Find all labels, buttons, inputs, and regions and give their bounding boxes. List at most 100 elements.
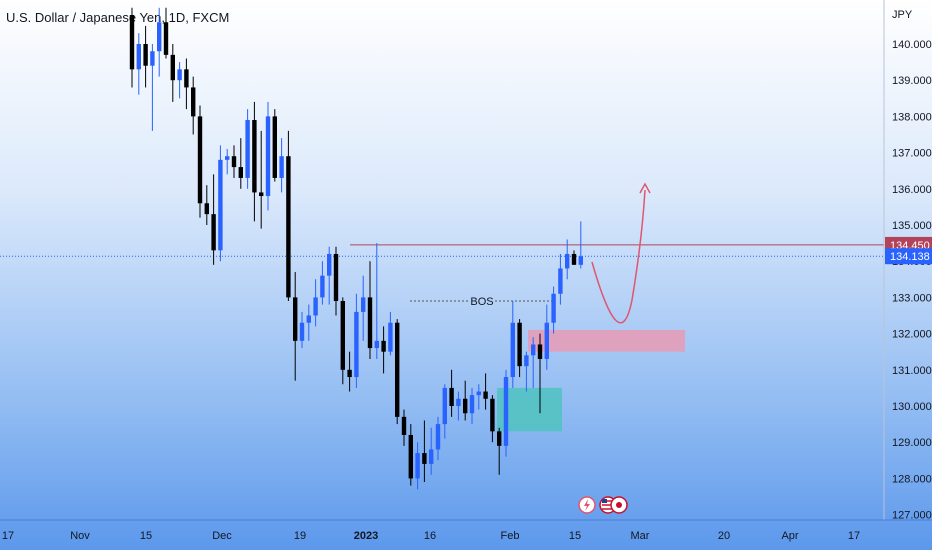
interval[interactable]: 1D xyxy=(168,10,186,25)
candle xyxy=(272,109,277,182)
candle-body xyxy=(490,398,495,432)
candle-body xyxy=(558,268,563,294)
candle xyxy=(551,286,556,334)
candle-body xyxy=(510,322,515,378)
candle-body xyxy=(463,398,468,414)
candle xyxy=(231,145,237,178)
jp-flag-icon[interactable] xyxy=(610,496,628,514)
candle-body xyxy=(565,253,570,269)
candle xyxy=(354,293,359,388)
candle-body xyxy=(497,431,502,446)
candle xyxy=(170,44,175,102)
candle-body xyxy=(163,22,169,55)
candle-body xyxy=(415,453,420,479)
projection-layer xyxy=(591,182,651,324)
current-price-label: 134.138 xyxy=(890,251,930,263)
candle-body xyxy=(259,192,264,197)
time-tick-label: 15 xyxy=(140,530,152,542)
candle-body xyxy=(381,340,386,352)
candle xyxy=(510,301,515,388)
time-tick-label: Mar xyxy=(631,530,650,542)
candle-body xyxy=(571,253,577,265)
candle xyxy=(347,351,352,392)
candle-body xyxy=(272,116,277,178)
price-tick-label: 132.000 xyxy=(892,329,932,341)
candle xyxy=(157,7,162,77)
candle xyxy=(265,101,271,211)
price-tick-label: 140.000 xyxy=(892,39,932,51)
candle xyxy=(204,185,209,225)
candle-body xyxy=(286,156,291,298)
candle-body xyxy=(313,297,318,316)
candle xyxy=(469,387,475,425)
time-tick-label: 15 xyxy=(569,530,581,542)
candle xyxy=(313,279,318,327)
candle xyxy=(435,416,441,461)
candle-body xyxy=(456,398,461,406)
candle xyxy=(388,311,393,356)
levels-layer: BOS xyxy=(0,244,884,308)
price-tick-label: 137.000 xyxy=(892,148,932,160)
candle-body xyxy=(361,297,366,312)
candle xyxy=(449,369,454,417)
candle xyxy=(299,311,305,349)
candle xyxy=(558,253,563,305)
candle-body xyxy=(354,311,359,378)
candle-body xyxy=(578,256,583,265)
candle xyxy=(211,174,216,265)
candle-body xyxy=(231,156,237,168)
candle xyxy=(197,105,203,218)
candle xyxy=(565,239,570,280)
candle-body xyxy=(129,15,135,70)
candle-body xyxy=(211,214,216,251)
price-tick-label: 138.000 xyxy=(892,111,932,123)
candle-body xyxy=(150,51,155,66)
candle xyxy=(415,442,420,490)
candle xyxy=(381,326,386,374)
price-tick-label: 129.000 xyxy=(892,437,932,449)
candle-body xyxy=(197,116,203,204)
price-tick-label: 130.000 xyxy=(892,401,932,413)
candle xyxy=(333,246,339,316)
candle xyxy=(143,25,148,88)
price-tick-label: 135.000 xyxy=(892,220,932,232)
candle-body xyxy=(184,69,189,88)
time-axis[interactable]: 17 Nov 15 Dec 19 2023 16 Feb 15 Mar 20 Apr 17 xyxy=(0,519,932,542)
candle xyxy=(578,221,583,269)
time-tick-label: 2023 xyxy=(354,530,378,542)
candle xyxy=(395,319,400,425)
candle-body xyxy=(218,159,223,251)
candle-body xyxy=(524,355,529,367)
candle-body xyxy=(252,120,257,193)
price-axis[interactable]: JPY 140.000 139.000 138.000 137.000 136.000 1… xyxy=(883,0,932,522)
candle-body xyxy=(299,322,305,341)
candle xyxy=(163,7,169,59)
price-tick-label: 131.000 xyxy=(892,365,932,377)
candle-body xyxy=(347,369,352,378)
candle xyxy=(476,384,481,410)
candle xyxy=(286,130,291,302)
candle-body xyxy=(238,167,243,178)
candle-body xyxy=(143,44,148,66)
candle xyxy=(503,369,509,457)
current-price-tag xyxy=(885,248,932,265)
candle xyxy=(429,427,434,475)
title-separator: , xyxy=(185,10,193,25)
candle-body xyxy=(435,424,441,450)
candle-body xyxy=(157,22,162,52)
bos-label: BOS xyxy=(470,296,493,308)
time-tick-label: Apr xyxy=(781,530,798,542)
price-tick-label: 127.000 xyxy=(892,510,932,522)
candle-body xyxy=(469,395,475,414)
candle-body xyxy=(333,253,339,302)
price-tick-label: 133.000 xyxy=(892,292,932,304)
time-tick-label: 20 xyxy=(718,530,730,542)
currency-label: JPY xyxy=(892,9,913,21)
event-icons xyxy=(578,496,628,514)
candle-body xyxy=(170,54,175,81)
candle-body xyxy=(422,453,427,464)
lightning-icon[interactable] xyxy=(578,496,596,514)
candle-body xyxy=(293,297,298,341)
candle-body xyxy=(429,449,434,464)
